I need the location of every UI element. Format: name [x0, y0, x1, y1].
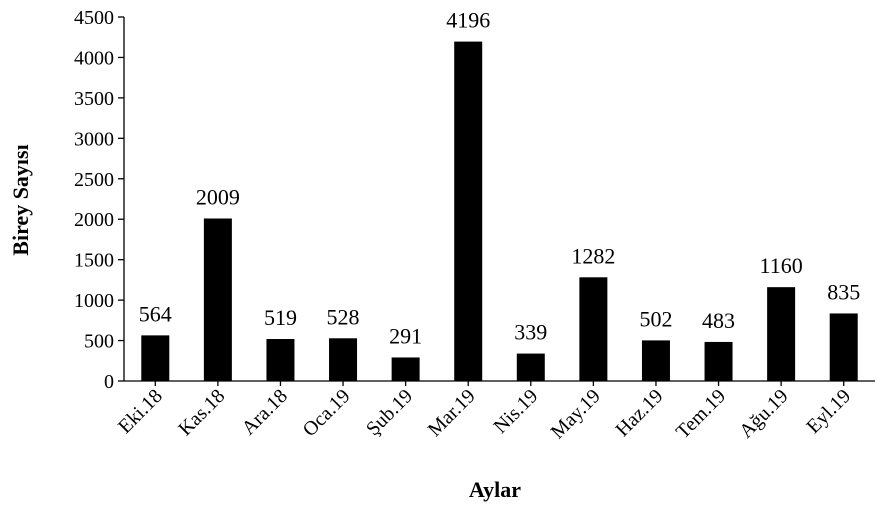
- x-tick-label: Kas.18: [174, 385, 229, 440]
- bar: [641, 340, 670, 381]
- y-tick-label: 4000: [74, 47, 114, 69]
- bar: [516, 353, 545, 381]
- data-label: 835: [827, 279, 860, 304]
- y-tick-label: 2500: [74, 169, 114, 191]
- data-label: 339: [514, 320, 547, 345]
- y-tick-label: 3000: [74, 128, 114, 150]
- x-tick-label: Eyl.19: [802, 385, 855, 438]
- y-axis: 0 500 1000 1500 2000 2500 3000 3500 4000 4500: [74, 7, 125, 393]
- x-tick-label: Mar.19: [424, 385, 480, 441]
- data-label: 1160: [760, 253, 803, 278]
- x-tick-label: Eki.18: [114, 385, 167, 438]
- x-tick-label: Haz.19: [611, 385, 667, 441]
- x-axis: Eki.18 Kas.18 Ara.18 Oca.19 Şub.19 Mar.19 Nis.…: [114, 380, 875, 443]
- data-label: 4196: [446, 8, 490, 33]
- data-label: 1282: [571, 243, 615, 268]
- bar: [329, 338, 358, 381]
- bar: [141, 335, 170, 381]
- x-tick-label: Ara.18: [238, 385, 292, 439]
- data-label: 2009: [196, 184, 240, 209]
- y-tick-label: 1500: [74, 250, 114, 272]
- x-tick-label: Tem.19: [672, 385, 730, 443]
- bar: [454, 41, 483, 382]
- y-axis-title: Birey Sayısı: [8, 144, 33, 255]
- y-tick-label: 0: [104, 371, 114, 393]
- bar: [829, 313, 858, 381]
- bar: [767, 287, 796, 381]
- data-label: 483: [702, 308, 735, 333]
- bar: [391, 357, 420, 381]
- x-axis-title: Aylar: [469, 477, 521, 502]
- data-label: 291: [389, 323, 422, 348]
- data-labels: 564 2009 519 528 291 4196 339 1282 502 483 1160 835: [139, 8, 860, 349]
- data-label: 519: [264, 305, 297, 330]
- bar: [579, 277, 608, 381]
- bar: [704, 341, 733, 381]
- y-tick-label: 3500: [74, 88, 114, 110]
- y-tick-label: 1000: [74, 290, 114, 312]
- x-tick-label: May.19: [547, 385, 605, 443]
- x-tick-label: Şub.19: [362, 385, 417, 440]
- x-tick-label: Nis.19: [489, 385, 542, 438]
- x-tick-label: Ağu.19: [735, 385, 793, 443]
- bar: [266, 339, 295, 381]
- data-label: 528: [327, 304, 360, 329]
- data-label: 502: [639, 306, 672, 331]
- bars: [141, 41, 858, 382]
- y-tick-label: 4500: [74, 7, 114, 29]
- bar: [203, 218, 232, 381]
- data-label: 564: [139, 301, 172, 326]
- y-tick-label: 2000: [74, 209, 114, 231]
- y-tick-label: 500: [84, 331, 114, 353]
- x-tick-label: Oca.19: [299, 385, 355, 441]
